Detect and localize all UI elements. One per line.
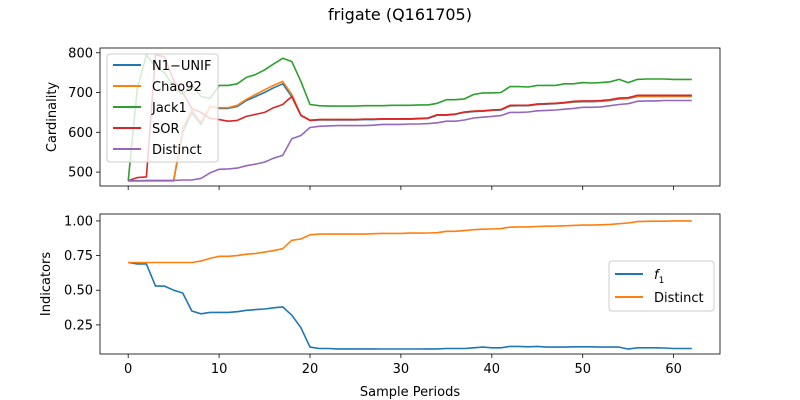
bottom-series-lines <box>128 220 692 350</box>
bottom-x-tick-label: 50 <box>574 362 591 377</box>
top-legend-label: SOR <box>152 122 180 137</box>
top-legend-label: Chao92 <box>152 80 202 95</box>
bottom-x-tick-label: 40 <box>484 362 501 377</box>
bottom-series-line-0 <box>128 261 692 350</box>
top-axes: 500 600 700 800 Cardinality N1−UNIF Chao92 … <box>45 46 721 190</box>
top-legend-box <box>106 53 219 163</box>
bottom-legend-label: f1 <box>654 268 664 286</box>
top-y-tick-label: 800 <box>68 46 93 61</box>
top-y-ticks: 500 600 700 800 <box>68 46 100 181</box>
top-y-axis-label: Cardinality <box>45 82 60 153</box>
f1-symbol: f <box>654 268 661 283</box>
top-legend-label: Jack1 <box>151 101 187 116</box>
bottom-plot-frame <box>99 213 721 355</box>
bottom-axes: 0.25 0.50 0.75 1.00 0 10 20 30 40 50 60 Indicator… <box>39 213 721 400</box>
bottom-legend: f1 Distinct <box>608 260 715 312</box>
top-x-ticks <box>127 186 675 190</box>
top-legend-label: N1−UNIF <box>152 59 211 74</box>
top-legend-entry: Distinct <box>113 143 202 158</box>
top-legend-label: Distinct <box>152 143 202 158</box>
top-y-tick-label: 700 <box>68 86 93 101</box>
bottom-x-tick-label: 10 <box>211 362 228 377</box>
top-y-tick-label: 500 <box>68 166 93 181</box>
x-axis-label: Sample Periods <box>360 385 460 400</box>
bottom-series-line-1 <box>128 220 692 264</box>
bottom-legend-entry: f1 <box>615 268 664 286</box>
f1-subscript: 1 <box>659 276 665 286</box>
bottom-y-ticks: 0.25 0.50 0.75 1.00 <box>64 214 100 333</box>
top-legend-entry: N1−UNIF <box>113 59 211 74</box>
bottom-x-ticks: 0 10 20 30 40 50 60 <box>124 354 682 377</box>
top-legend: N1−UNIF Chao92 Jack1 SOR Distinct <box>106 53 219 163</box>
bottom-legend-label: Distinct <box>654 291 704 306</box>
top-series-lines <box>127 53 692 182</box>
bottom-x-tick-label: 30 <box>393 362 410 377</box>
bottom-x-tick-label: 20 <box>302 362 319 377</box>
top-plot-frame <box>99 47 721 187</box>
top-series-line-2 <box>127 53 692 181</box>
bottom-y-tick-label: 1.00 <box>64 214 93 229</box>
bottom-x-tick-label: 0 <box>124 362 132 377</box>
bottom-y-tick-label: 0.75 <box>64 249 93 264</box>
bottom-y-axis-label: Indicators <box>39 252 54 316</box>
top-series-line-3 <box>127 53 692 182</box>
top-legend-entry: Chao92 <box>113 80 202 95</box>
top-y-tick-label: 600 <box>68 126 93 141</box>
bottom-y-tick-label: 0.50 <box>64 284 93 299</box>
top-series-line-4 <box>128 99 692 182</box>
top-legend-entry: SOR <box>113 122 180 137</box>
figure-title: frigate (Q161705) <box>328 5 472 24</box>
top-legend-entry: Jack1 <box>113 101 187 116</box>
bottom-legend-entry: Distinct <box>615 291 704 306</box>
bottom-y-tick-label: 0.25 <box>64 318 93 333</box>
bottom-x-tick-label: 60 <box>665 362 682 377</box>
